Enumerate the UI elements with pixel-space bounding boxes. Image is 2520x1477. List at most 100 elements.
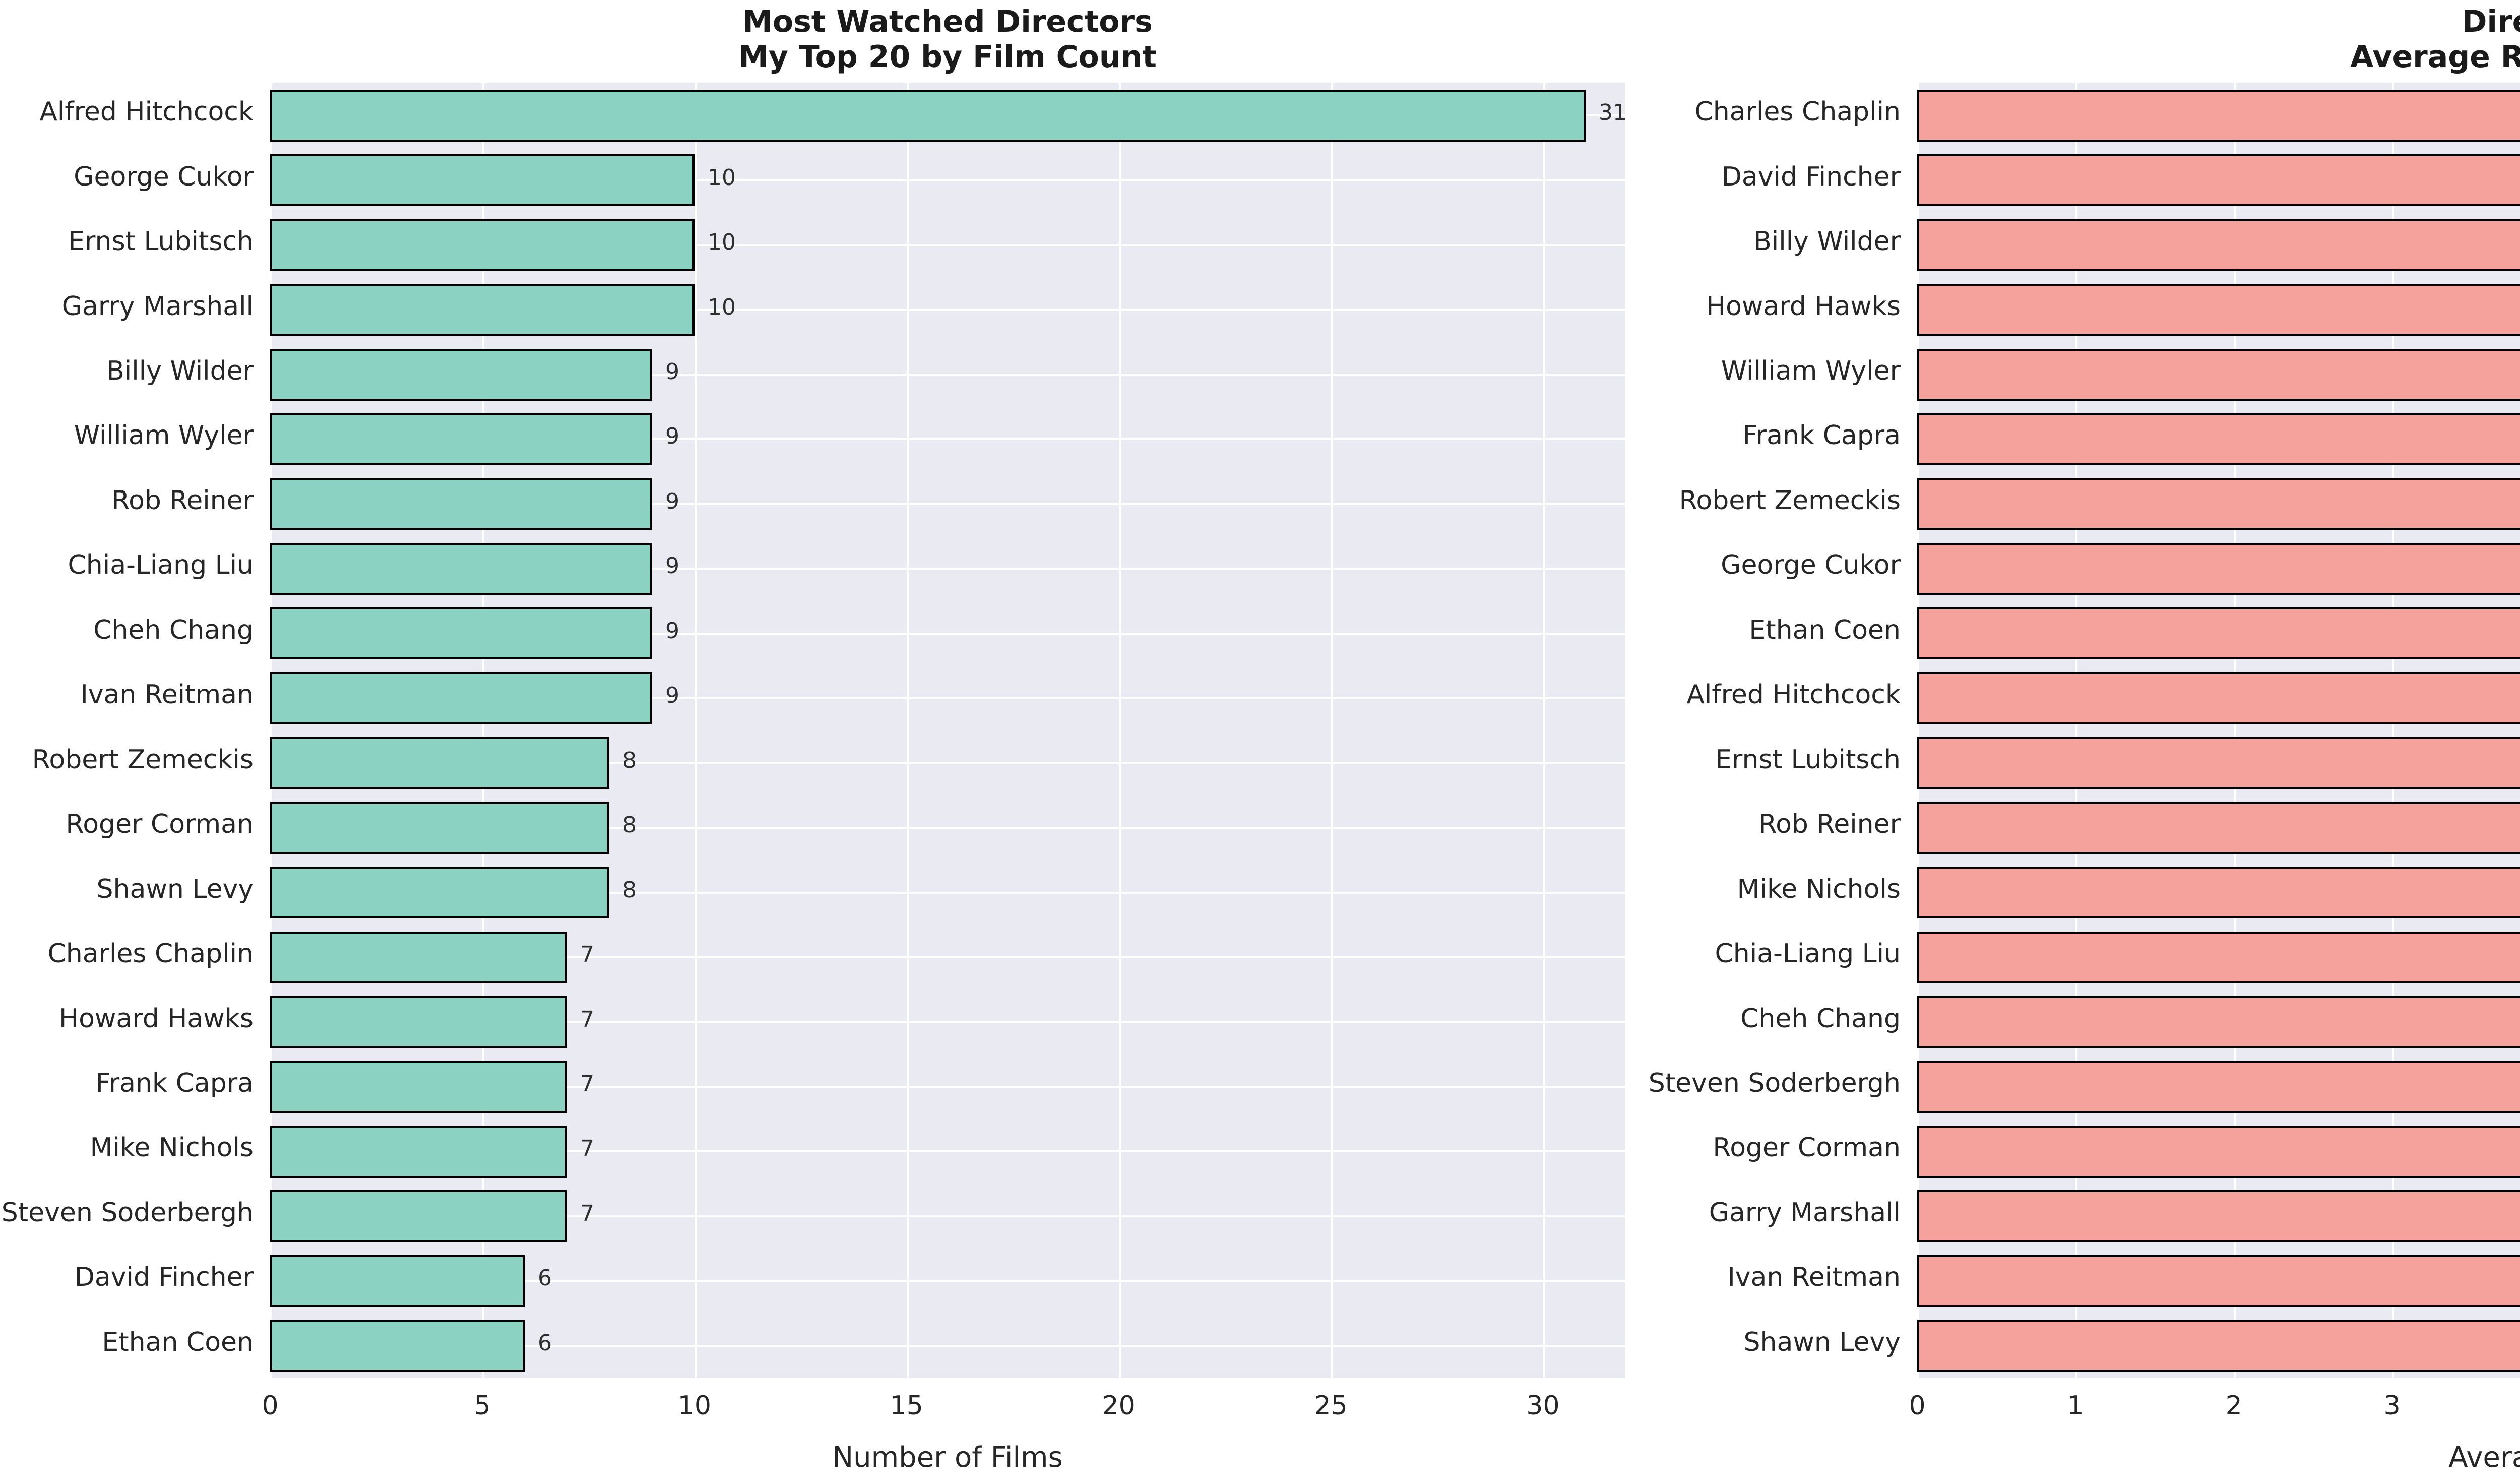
x-tick-label: 0 (1909, 1391, 1926, 1421)
bar (270, 284, 695, 336)
bar (1917, 1061, 2520, 1113)
bar (1917, 543, 2520, 595)
value-label: 9 (665, 683, 679, 708)
x-tick-label: 15 (890, 1391, 923, 1421)
category-label: Cheh Chang (93, 615, 254, 645)
category-label: Mike Nichols (90, 1133, 254, 1163)
category-label: Rob Reiner (111, 485, 254, 516)
gridline-vertical (482, 83, 484, 1378)
bar (270, 1320, 525, 1372)
category-label: William Wyler (1721, 356, 1901, 386)
value-label: 10 (708, 229, 736, 255)
category-label: Robert Zemeckis (1679, 485, 1901, 516)
chart-title-line2: Average Rating (Min 3 Films) (2350, 39, 2520, 75)
bar (270, 1255, 525, 1307)
chart-title-line1: Director Quality (2462, 4, 2520, 39)
value-label: 7 (580, 1136, 594, 1161)
bar (270, 737, 609, 789)
gridline-horizontal (270, 1215, 1625, 1217)
bar (270, 1061, 567, 1113)
value-label: 7 (580, 1201, 594, 1226)
category-label: Garry Marshall (61, 291, 254, 322)
category-label: Ethan Coen (102, 1327, 254, 1358)
gridline-horizontal (270, 1280, 1625, 1282)
category-label: Mike Nichols (1737, 874, 1901, 904)
category-label: Rob Reiner (1758, 809, 1901, 839)
category-label: Alfred Hitchcock (1686, 680, 1901, 710)
bar (1917, 154, 2520, 206)
gridline-horizontal (270, 309, 1625, 311)
gridline-horizontal (270, 1086, 1625, 1088)
gridline-horizontal (270, 956, 1625, 958)
gridline-vertical (2075, 83, 2077, 1378)
bar (270, 867, 609, 918)
value-label: 7 (580, 1071, 594, 1097)
x-tick-label: 30 (1526, 1391, 1560, 1421)
gridline-vertical (1331, 83, 1333, 1378)
category-label: Ivan Reitman (1727, 1262, 1901, 1293)
bar (270, 672, 652, 724)
gridline-vertical (2234, 83, 2236, 1378)
category-label: Chia-Liang Liu (1715, 939, 1901, 969)
gridline-horizontal (270, 568, 1625, 570)
bar (1917, 1320, 2520, 1372)
category-label: Roger Corman (66, 809, 254, 839)
gridline-vertical (2392, 83, 2394, 1378)
value-label: 9 (665, 359, 679, 385)
category-label: Robert Zemeckis (32, 745, 254, 775)
value-label: 10 (708, 165, 736, 191)
bar (270, 349, 652, 401)
chart-title-line1: Most Watched Directors (742, 4, 1153, 39)
gridline-horizontal (270, 633, 1625, 635)
x-tick-label: 20 (1102, 1391, 1136, 1421)
bar (1917, 90, 2520, 142)
category-label: Roger Corman (1713, 1133, 1901, 1163)
bar (1917, 413, 2520, 465)
bar (270, 543, 652, 595)
bar (1917, 1190, 2520, 1242)
gridline-vertical (1543, 83, 1545, 1378)
bar (1917, 672, 2520, 724)
gridline-vertical (1119, 83, 1121, 1378)
gridline-vertical (270, 83, 272, 1378)
gridline-horizontal (270, 1150, 1625, 1152)
x-tick-label: 1 (2067, 1391, 2084, 1421)
value-label: 7 (580, 1007, 594, 1032)
gridline-horizontal (270, 244, 1625, 246)
category-label: Ivan Reitman (80, 680, 254, 710)
category-label: Ernst Lubitsch (68, 226, 254, 257)
bar (270, 478, 652, 530)
bar (1917, 478, 2520, 530)
category-label: Chia-Liang Liu (68, 550, 254, 580)
gridline-horizontal (270, 438, 1625, 440)
x-axis-label: Number of Films (832, 1441, 1063, 1474)
bar (1917, 737, 2520, 789)
bar (270, 932, 567, 983)
gridline-horizontal (270, 892, 1625, 894)
category-label: Howard Hawks (1706, 291, 1901, 322)
category-label: Steven Soderbergh (1, 1198, 254, 1228)
gridline-vertical (907, 83, 909, 1378)
category-label: George Cukor (1721, 550, 1901, 580)
value-label: 9 (665, 423, 679, 449)
gridline-vertical (695, 83, 697, 1378)
value-label: 10 (708, 294, 736, 320)
category-label: David Fincher (1721, 162, 1901, 192)
plot-area (1917, 83, 2520, 1378)
value-label: 9 (665, 488, 679, 514)
gridline-vertical (1917, 83, 1919, 1378)
value-label: 7 (580, 942, 594, 967)
bar (270, 802, 609, 854)
category-label: Steven Soderbergh (1648, 1068, 1901, 1098)
x-tick-label: 10 (677, 1391, 711, 1421)
category-label: Shawn Levy (96, 874, 254, 904)
value-label: 8 (622, 877, 637, 903)
gridline-horizontal (270, 179, 1625, 181)
chart-title: Most Watched Directors My Top 20 by Film… (270, 4, 1625, 75)
gridline-horizontal (270, 374, 1625, 376)
category-label: Billy Wilder (1753, 226, 1901, 257)
category-label: Ernst Lubitsch (1715, 745, 1901, 775)
gridline-horizontal (270, 1021, 1625, 1023)
bar (1917, 1126, 2520, 1178)
